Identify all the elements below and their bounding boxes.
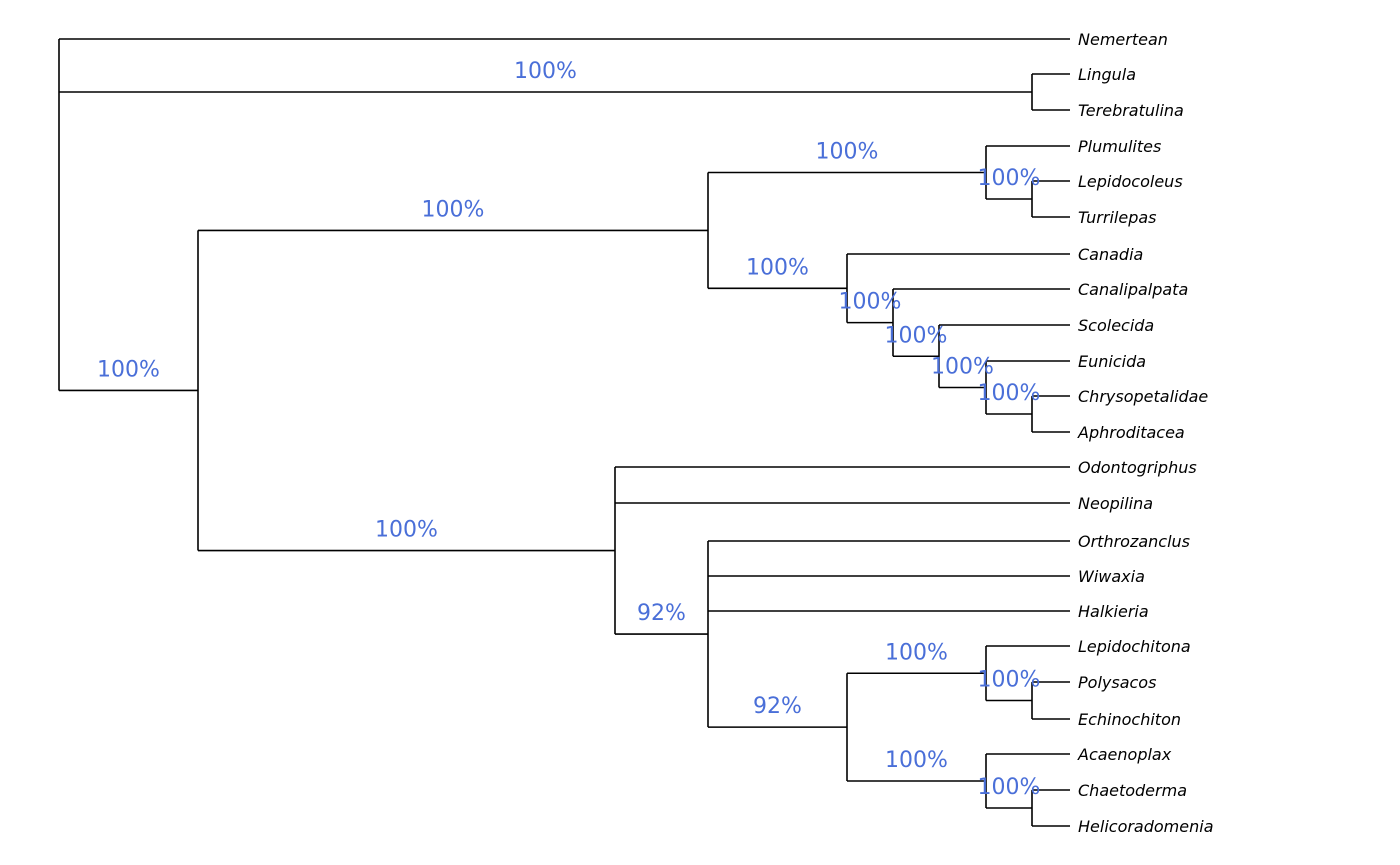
support-value-n-scol: 100%: [885, 323, 948, 348]
tip-label-polysacos: Polysacos: [1078, 673, 1156, 692]
support-value-n-polys-echino: 100%: [978, 668, 1041, 693]
tip-label-canalipalpata: Canalipalpata: [1078, 280, 1188, 299]
tip-label-acaenoplax: Acaenoplax: [1077, 745, 1172, 764]
support-value-n-cana: 100%: [839, 290, 902, 315]
support-value-n-rest: 100%: [97, 357, 160, 382]
tip-label-helicoradomenia: Helicoradomenia: [1078, 817, 1214, 836]
support-value-n-lower: 100%: [375, 518, 438, 543]
tip-label-nemertean: Nemertean: [1078, 30, 1168, 49]
taxon-labels: Nemertean Lingula Terebratulina Plumulites L…: [1077, 30, 1214, 836]
tip-label-terebratulina: Terebratulina: [1078, 101, 1184, 120]
tip-label-neopilina: Neopilina: [1078, 494, 1153, 513]
support-value-n-chitons-apla: 92%: [753, 694, 802, 719]
tip-label-turrilepas: Turrilepas: [1078, 208, 1157, 227]
tree-branches: [58, 38, 1070, 827]
support-value-n-halk-group: 92%: [637, 601, 686, 626]
tip-label-lingula: Lingula: [1078, 65, 1136, 84]
support-value-n-aplacophora: 100%: [885, 748, 948, 773]
tip-label-eunicida: Eunicida: [1078, 352, 1146, 371]
support-value-n-brachiopods: 100%: [514, 59, 577, 84]
tip-label-odontogriphus: Odontogriphus: [1078, 458, 1197, 477]
tip-label-wiwaxia: Wiwaxia: [1078, 567, 1145, 586]
support-value-n-chaeto-helico: 100%: [978, 775, 1041, 800]
tip-label-halkieria: Halkieria: [1078, 602, 1149, 621]
tip-label-aphroditacea: Aphroditacea: [1077, 423, 1185, 442]
tip-label-echinochiton: Echinochiton: [1078, 710, 1181, 729]
tip-label-plumulites: Plumulites: [1078, 137, 1161, 156]
tip-label-lepidocoleus: Lepidocoleus: [1078, 172, 1183, 191]
tip-label-chaetoderma: Chaetoderma: [1078, 781, 1187, 800]
support-value-n-chrys-aphro: 100%: [978, 381, 1041, 406]
tip-label-canadia: Canadia: [1078, 245, 1143, 264]
support-value-n-upper: 100%: [422, 197, 485, 222]
tip-label-orthrozanclus: Orthrozanclus: [1078, 532, 1190, 551]
support-value-n-annelids: 100%: [746, 255, 809, 280]
support-value-n-machaeridians: 100%: [816, 140, 879, 165]
tip-label-chrysopetalidae: Chrysopetalidae: [1078, 387, 1208, 406]
support-value-n-lepido-turri: 100%: [978, 166, 1041, 191]
support-value-n-chitons: 100%: [885, 640, 948, 665]
tip-label-scolecida: Scolecida: [1078, 316, 1154, 335]
tip-label-lepidochitona: Lepidochitona: [1078, 637, 1191, 656]
support-value-n-euni: 100%: [931, 355, 994, 380]
support-values: 100%100%100%100%100%100%100%100%100%100%…: [97, 59, 1040, 800]
